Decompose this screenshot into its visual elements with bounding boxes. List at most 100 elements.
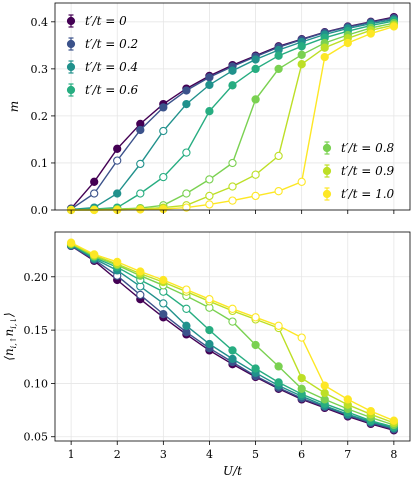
data-point: [159, 299, 168, 308]
y-tick-label: 0.1: [31, 157, 49, 170]
data-point: [251, 191, 260, 201]
legend-entry: t′/t = 0.2: [66, 37, 138, 51]
legend-entry: t′/t = 0.9: [322, 164, 395, 178]
data-point: [274, 321, 283, 330]
data-point: [297, 50, 306, 59]
legend-marker: [66, 62, 76, 72]
series-line-5: [71, 24, 395, 211]
y-tick-label: 0.2: [31, 110, 49, 123]
panel-bottom: 1 2 3 4 5 6 7 8 0.05 0.10 0.15 0.20 ⟨ni,↑ni,↓⟩ U/t: [2, 231, 411, 478]
series-line-4: [71, 22, 395, 211]
data-point: [113, 144, 122, 153]
x-tick-label: 2: [114, 448, 121, 461]
data-point: [205, 200, 214, 209]
data-point: [366, 29, 375, 38]
y-axis-label-mid: n: [2, 329, 16, 337]
data-point: [366, 406, 375, 416]
data-point: [274, 51, 283, 60]
data-point: [297, 42, 306, 51]
legend-entry: t′/t = 0.4: [66, 60, 138, 74]
y-tick-label: 0.05: [24, 431, 49, 444]
y-tick-label: 0.15: [24, 324, 49, 337]
data-point: [274, 64, 283, 74]
data-point: [274, 151, 283, 161]
legend-entry: t′/t = 0: [66, 14, 127, 28]
data-point: [205, 80, 214, 90]
data-point: [182, 285, 191, 294]
y-tick-label: 0.20: [24, 271, 49, 284]
data-point: [205, 295, 214, 304]
legend-marker: [66, 16, 76, 26]
y-axis-label-sub: i,↓: [9, 317, 18, 329]
legend-entry: t′/t = 1.0: [322, 187, 395, 201]
data-point: [297, 333, 306, 342]
data-point: [205, 191, 214, 201]
data-point: [343, 395, 352, 404]
data-point: [343, 38, 352, 48]
data-point: [90, 189, 99, 198]
data-point: [136, 189, 145, 198]
data-point: [136, 159, 145, 169]
data-point: [182, 99, 191, 109]
data-point: [90, 177, 99, 186]
data-point: [182, 321, 191, 330]
panel-top: 0.0 0.1 0.2 0.3 0.4 m t′/t = 0 t′/t = 0.2 t′/t =…: [7, 2, 411, 217]
data-point: [320, 388, 329, 398]
data-point: [228, 182, 237, 191]
data-point: [182, 203, 191, 212]
y-tick-label: 0.4: [31, 16, 49, 29]
data-point: [297, 177, 306, 186]
data-point: [228, 81, 237, 90]
data-point: [228, 66, 237, 75]
data-point: [113, 156, 122, 165]
legend-label: t′/t = 0.4: [85, 60, 138, 74]
legend-label: t′/t = 0.8: [341, 141, 395, 155]
x-axis-label: U/t: [223, 464, 242, 478]
data-point: [251, 55, 260, 64]
legend-marker: [322, 189, 332, 199]
data-point: [136, 205, 145, 214]
data-point: [251, 170, 260, 179]
data-point: [228, 346, 237, 355]
axes-frame: [54, 2, 411, 211]
y-axis-label: ⟨ni,↑ni,↓⟩: [2, 312, 18, 360]
data-point: [228, 304, 237, 313]
data-point: [297, 384, 306, 393]
data-point: [320, 381, 329, 390]
data-point: [205, 107, 214, 116]
data-point: [113, 189, 122, 198]
y-tick-label: 0.0: [31, 204, 49, 217]
data-point: [90, 250, 99, 259]
data-point: [205, 73, 214, 82]
data-point: [159, 103, 168, 112]
legend-label: t′/t = 0.2: [85, 37, 138, 51]
data-point: [251, 340, 260, 350]
data-point: [136, 290, 145, 300]
legend-marker: [66, 39, 76, 49]
data-point: [113, 257, 122, 267]
x-tick-label: 7: [344, 448, 351, 461]
data-point: [159, 275, 168, 285]
data-point: [320, 52, 329, 62]
y-axis-label-end: ⟩: [2, 312, 16, 318]
axes-frame: [54, 231, 411, 442]
legend-label: t′/t = 0: [85, 14, 127, 28]
x-tick-label: 8: [390, 448, 397, 461]
legend-label: t′/t = 0.9: [341, 164, 395, 178]
data-point: [297, 373, 306, 383]
data-point: [66, 238, 76, 247]
data-point: [274, 362, 283, 371]
data-point: [228, 354, 237, 364]
legend-marker: [66, 85, 76, 95]
x-tick-label: 6: [298, 448, 305, 461]
data-point: [228, 196, 237, 205]
y-axis-label-sub: i,↑: [9, 337, 18, 349]
data-point: [205, 325, 214, 335]
y-tick-label: 0.10: [24, 377, 49, 390]
x-tick-label: 4: [206, 448, 213, 461]
data-point: [159, 309, 168, 319]
data-point: [320, 43, 329, 52]
data-point: [228, 317, 237, 326]
x-tick-label: 3: [160, 448, 167, 461]
